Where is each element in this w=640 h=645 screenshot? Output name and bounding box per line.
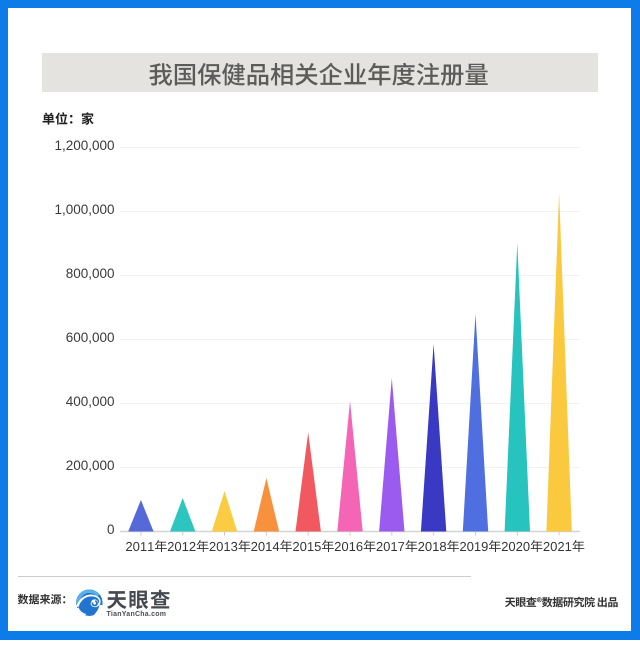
svg-text:800,000: 800,000 (66, 266, 115, 281)
svg-text:400,000: 400,000 (66, 394, 115, 409)
svg-text:200,000: 200,000 (66, 458, 115, 473)
svg-text:TianYanCha.com: TianYanCha.com (107, 611, 167, 618)
svg-text:1,000,000: 1,000,000 (54, 202, 114, 217)
svg-text:1,200,000: 1,200,000 (54, 138, 114, 153)
svg-text:600,000: 600,000 (66, 330, 115, 345)
svg-text:0: 0 (107, 522, 115, 537)
